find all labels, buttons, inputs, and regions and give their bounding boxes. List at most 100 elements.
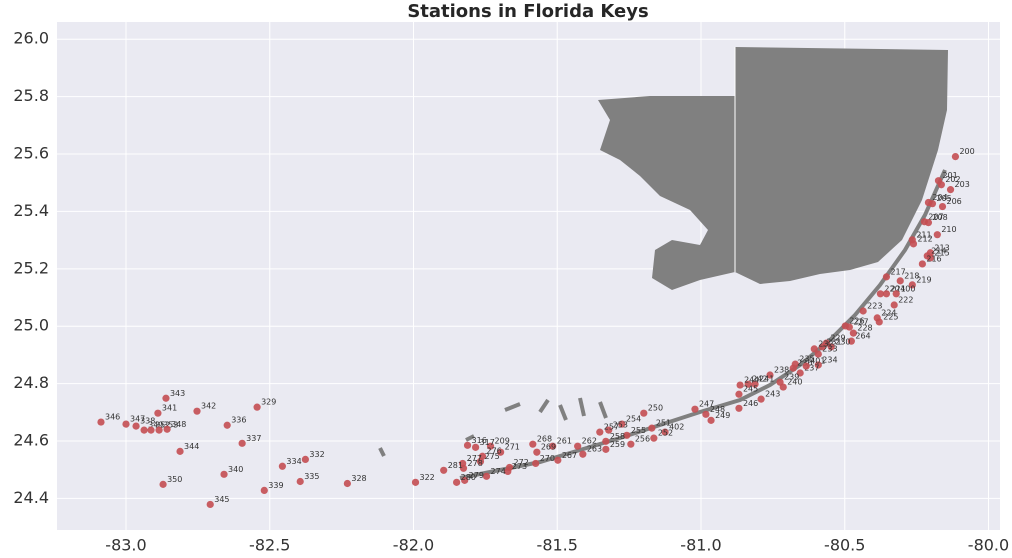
- station-point: [892, 290, 900, 298]
- station-label: 336: [231, 416, 246, 425]
- station-label: 233: [822, 345, 837, 354]
- station-label: 270: [540, 454, 555, 463]
- station-label: 261: [557, 437, 572, 446]
- station-label: 221: [890, 284, 905, 293]
- station-label: 231: [826, 337, 841, 346]
- islands: [378, 397, 608, 457]
- land: [378, 47, 948, 480]
- station-point: [650, 434, 658, 442]
- station-label: 208: [932, 213, 947, 222]
- station-label: 222: [898, 295, 913, 304]
- x-tick-label: -82.0: [393, 536, 434, 555]
- station-point: [937, 181, 945, 189]
- station-point: [162, 394, 170, 402]
- station-point: [574, 442, 582, 450]
- station-label: 347: [130, 415, 145, 424]
- station-point: [238, 439, 246, 447]
- station-point: [875, 318, 883, 326]
- station-point: [735, 404, 743, 412]
- station-point: [702, 410, 710, 418]
- station-label: 223: [867, 302, 882, 311]
- station-label: 345: [214, 495, 229, 504]
- station-label: 246: [743, 399, 758, 408]
- station-label: 201: [942, 171, 957, 180]
- station-point: [301, 455, 309, 463]
- station-label: 210: [941, 225, 956, 234]
- station-label: 316: [472, 436, 487, 445]
- station-label: 277: [467, 454, 482, 463]
- station-point: [411, 478, 420, 486]
- station-label: 273: [512, 462, 527, 471]
- keys: [459, 169, 947, 480]
- station-point: [220, 470, 228, 478]
- station-point: [814, 350, 822, 358]
- station-label: 278: [468, 459, 483, 468]
- station-label: 328: [351, 474, 366, 483]
- station-label: 226: [849, 316, 864, 325]
- station-point: [810, 345, 818, 353]
- station-label: 214: [931, 246, 946, 255]
- station-label: 348: [171, 420, 186, 429]
- station-label: 322: [420, 473, 435, 482]
- station-label: 339: [268, 481, 283, 490]
- station-point: [623, 431, 631, 439]
- station-label: 272: [514, 458, 529, 467]
- station-label: 258: [610, 432, 625, 441]
- station-label: 241: [759, 375, 774, 384]
- station-label: 237: [804, 364, 819, 373]
- station-point: [453, 478, 461, 486]
- station-point: [779, 383, 787, 391]
- station-point: [529, 440, 537, 448]
- station-label: 341: [162, 404, 177, 413]
- station-label: 219: [916, 275, 931, 284]
- station-point: [707, 416, 715, 424]
- y-tick-label: 25.4: [13, 201, 49, 220]
- station-label: 248: [710, 405, 725, 414]
- station-label: 350: [167, 475, 182, 484]
- station-label: 332: [309, 450, 324, 459]
- station-label: 235: [799, 355, 814, 364]
- station-point: [691, 405, 699, 413]
- station-point: [847, 337, 855, 345]
- y-tick-label: 24.8: [13, 373, 49, 392]
- stations: 2002012022032042052062072082102112122132…: [97, 147, 975, 509]
- station-label: 329: [261, 398, 276, 407]
- y-tick-label: 24.6: [13, 431, 49, 450]
- x-tick-label: -81.0: [680, 536, 721, 555]
- station-label: 215: [934, 248, 949, 257]
- station-point: [147, 426, 155, 434]
- station-label: 243: [765, 390, 780, 399]
- y-tick-label: 26.0: [13, 29, 49, 48]
- station-point: [735, 390, 743, 398]
- station-label: 275: [484, 452, 499, 461]
- y-tick-label: 25.0: [13, 316, 49, 335]
- station-label: 279: [469, 471, 484, 480]
- station-point: [827, 343, 835, 351]
- station-point: [579, 450, 587, 458]
- station-point: [882, 290, 891, 298]
- station-point: [463, 441, 472, 449]
- station-label: 240: [787, 378, 802, 387]
- station-label: 213: [934, 243, 949, 252]
- station-point: [482, 472, 491, 480]
- station-label: 281: [448, 461, 463, 470]
- station-point: [596, 428, 604, 436]
- station-label: 276: [487, 447, 502, 456]
- station-point: [504, 467, 512, 476]
- station-point: [605, 426, 613, 434]
- station-point: [909, 240, 918, 248]
- station-point: [159, 480, 167, 488]
- station-label: 202: [945, 175, 960, 184]
- y-tick-label: 24.4: [13, 488, 49, 507]
- station-point: [223, 421, 231, 429]
- station-point: [946, 186, 955, 194]
- station-point: [486, 442, 495, 450]
- station-point: [533, 448, 541, 456]
- station-point: [163, 425, 171, 433]
- station-label: 400: [900, 284, 915, 293]
- station-point: [896, 277, 904, 285]
- station-label: 401: [810, 357, 825, 366]
- station-label: 280: [461, 473, 476, 482]
- station-label: 229: [830, 334, 845, 343]
